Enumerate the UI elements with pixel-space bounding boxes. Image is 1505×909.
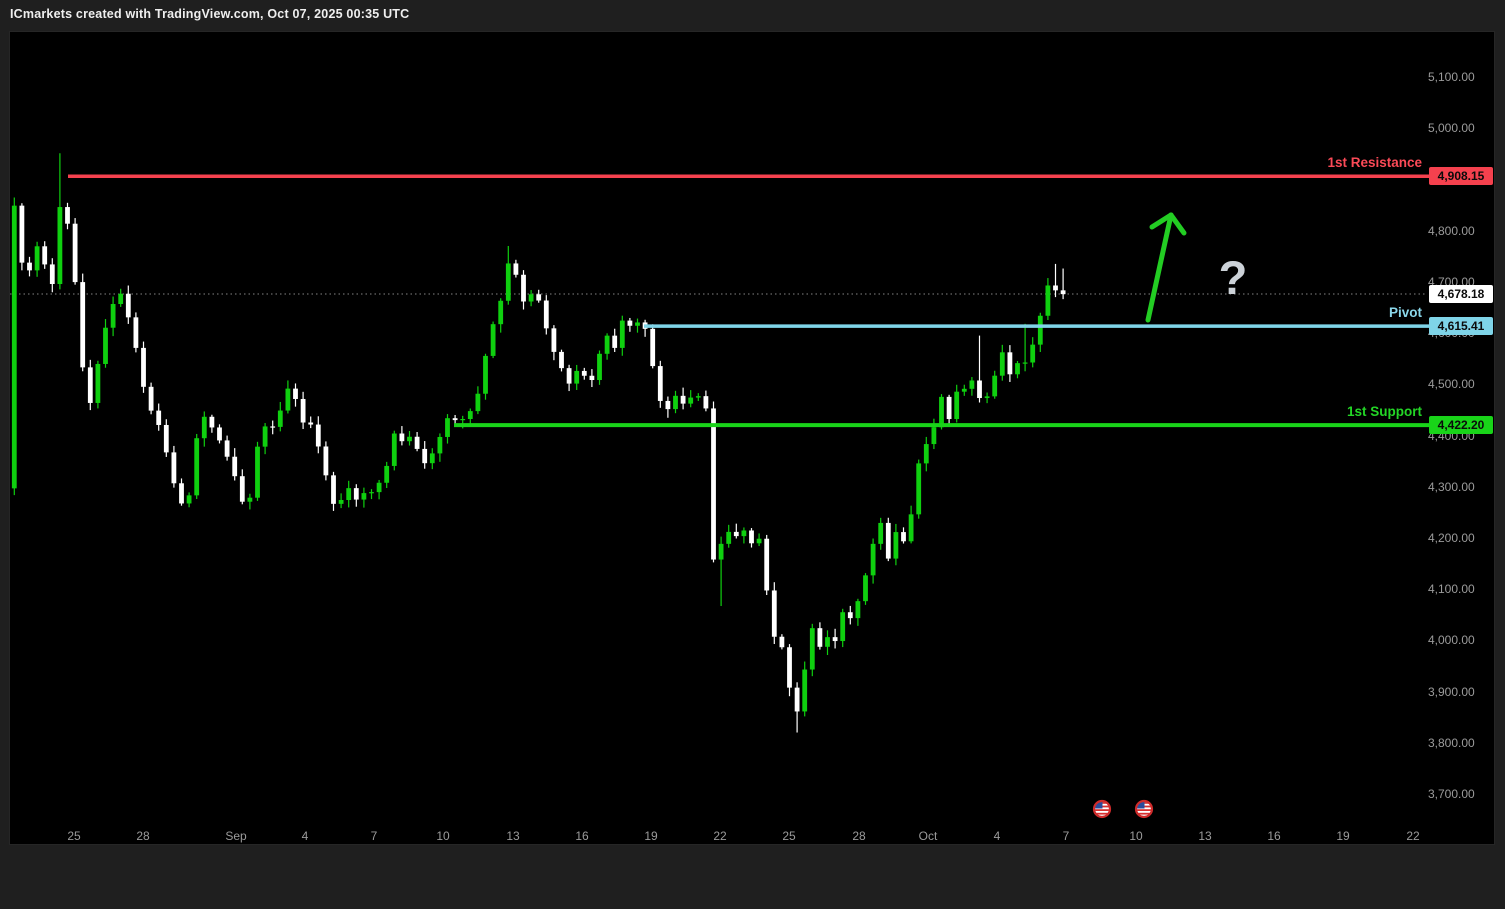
x-axis-tick: 19	[644, 829, 658, 843]
x-axis-tick: 16	[1267, 829, 1281, 843]
resistance-label: 1st Resistance	[1327, 155, 1422, 171]
resistance-price-tag: 4,908.15	[1429, 167, 1493, 186]
up-arrow-annotation[interactable]	[1145, 212, 1187, 323]
y-axis-tick: 5,000.00	[1428, 121, 1475, 136]
x-axis-tick: 4	[993, 829, 1001, 843]
x-axis-tick: 13	[1198, 829, 1212, 843]
x-axis-tick: 10	[436, 829, 450, 843]
y-axis-tick: 4,000.00	[1428, 633, 1475, 648]
support-label: 1st Support	[1346, 404, 1422, 420]
chart-watermark-title: ICmarkets created with TradingView.com, …	[10, 7, 410, 21]
x-axis-tick: 7	[1062, 829, 1070, 843]
x-axis-tick: 13	[506, 829, 520, 843]
y-axis-tick: 4,500.00	[1428, 377, 1475, 392]
y-axis-tick: 4,100.00	[1428, 582, 1475, 597]
us-flag-event-icon[interactable]	[1092, 799, 1112, 819]
y-axis-tick: 4,800.00	[1428, 223, 1475, 238]
last-price-tag: 4,678.18	[1429, 285, 1493, 304]
y-axis-tick: 3,800.00	[1428, 735, 1475, 750]
y-axis-tick: 3,900.00	[1428, 684, 1475, 699]
y-axis-tick: 4,200.00	[1428, 530, 1475, 545]
x-axis-tick: 28	[136, 829, 150, 843]
x-axis-tick: 25	[782, 829, 796, 843]
pivot-price-tag: 4,615.41	[1429, 317, 1493, 336]
x-axis-tick: 22	[713, 829, 727, 843]
y-axis-tick: 4,300.00	[1428, 479, 1475, 494]
y-axis-tick: 3,700.00	[1428, 787, 1475, 801]
chart-panel[interactable]: 5,100.005,000.004,800.004,700.004,600.00…	[9, 31, 1495, 845]
us-flag-event-icon[interactable]	[1134, 799, 1154, 819]
x-axis-tick: 25	[67, 829, 81, 843]
candlestick-chart	[10, 153, 1429, 819]
x-axis-tick: 7	[370, 829, 378, 843]
top-bar: ICmarkets created with TradingView.com, …	[0, 0, 1505, 31]
x-axis-tick: 10	[1129, 829, 1143, 843]
pivot-label: Pivot	[1388, 305, 1422, 321]
support-price-tag: 4,422.20	[1429, 416, 1493, 435]
x-axis-tick: 22	[1406, 829, 1420, 843]
x-axis-tick: 28	[852, 829, 866, 843]
question-mark-annotation[interactable]: ?	[1218, 251, 1248, 304]
bottom-bar: TradingView	[0, 849, 1505, 909]
y-axis-tick: 5,100.00	[1428, 70, 1475, 84]
x-axis-tick: 16	[575, 829, 589, 843]
x-axis-tick: Oct	[918, 829, 938, 843]
x-axis-tick: 19	[1336, 829, 1350, 843]
candles	[11, 153, 1066, 733]
x-axis-tick: Sep	[225, 829, 247, 843]
x-axis-tick: 4	[301, 829, 309, 843]
